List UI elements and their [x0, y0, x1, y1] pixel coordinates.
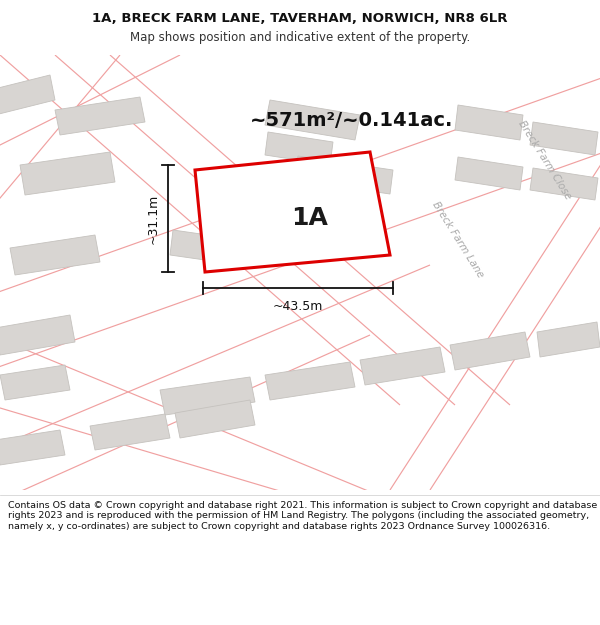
Polygon shape — [455, 105, 523, 140]
Text: Breck Farm Lane: Breck Farm Lane — [430, 200, 485, 280]
Polygon shape — [160, 377, 255, 415]
Text: 1A, BRECK FARM LANE, TAVERHAM, NORWICH, NR8 6LR: 1A, BRECK FARM LANE, TAVERHAM, NORWICH, … — [92, 12, 508, 25]
Polygon shape — [455, 157, 523, 190]
Polygon shape — [360, 347, 445, 385]
Text: 1A: 1A — [292, 206, 328, 230]
Polygon shape — [0, 365, 70, 400]
Polygon shape — [530, 122, 598, 155]
Polygon shape — [295, 156, 393, 194]
Text: ~31.1m: ~31.1m — [147, 193, 160, 244]
Text: Breck Farm Close: Breck Farm Close — [517, 119, 574, 201]
Text: ~571m²/~0.141ac.: ~571m²/~0.141ac. — [250, 111, 454, 129]
Polygon shape — [450, 332, 530, 370]
Polygon shape — [265, 100, 360, 140]
Polygon shape — [55, 97, 145, 135]
Polygon shape — [0, 430, 65, 465]
Polygon shape — [10, 235, 100, 275]
Polygon shape — [90, 414, 170, 450]
Text: Contains OS data © Crown copyright and database right 2021. This information is : Contains OS data © Crown copyright and d… — [8, 501, 597, 531]
Polygon shape — [0, 75, 55, 115]
Polygon shape — [20, 152, 115, 195]
Polygon shape — [537, 322, 600, 357]
Polygon shape — [265, 132, 333, 165]
Text: ~43.5m: ~43.5m — [273, 300, 323, 313]
Polygon shape — [170, 230, 208, 260]
Polygon shape — [0, 315, 75, 355]
Text: Map shows position and indicative extent of the property.: Map shows position and indicative extent… — [130, 31, 470, 44]
Polygon shape — [195, 152, 390, 272]
Polygon shape — [530, 168, 598, 200]
Polygon shape — [175, 400, 255, 438]
Polygon shape — [265, 362, 355, 400]
